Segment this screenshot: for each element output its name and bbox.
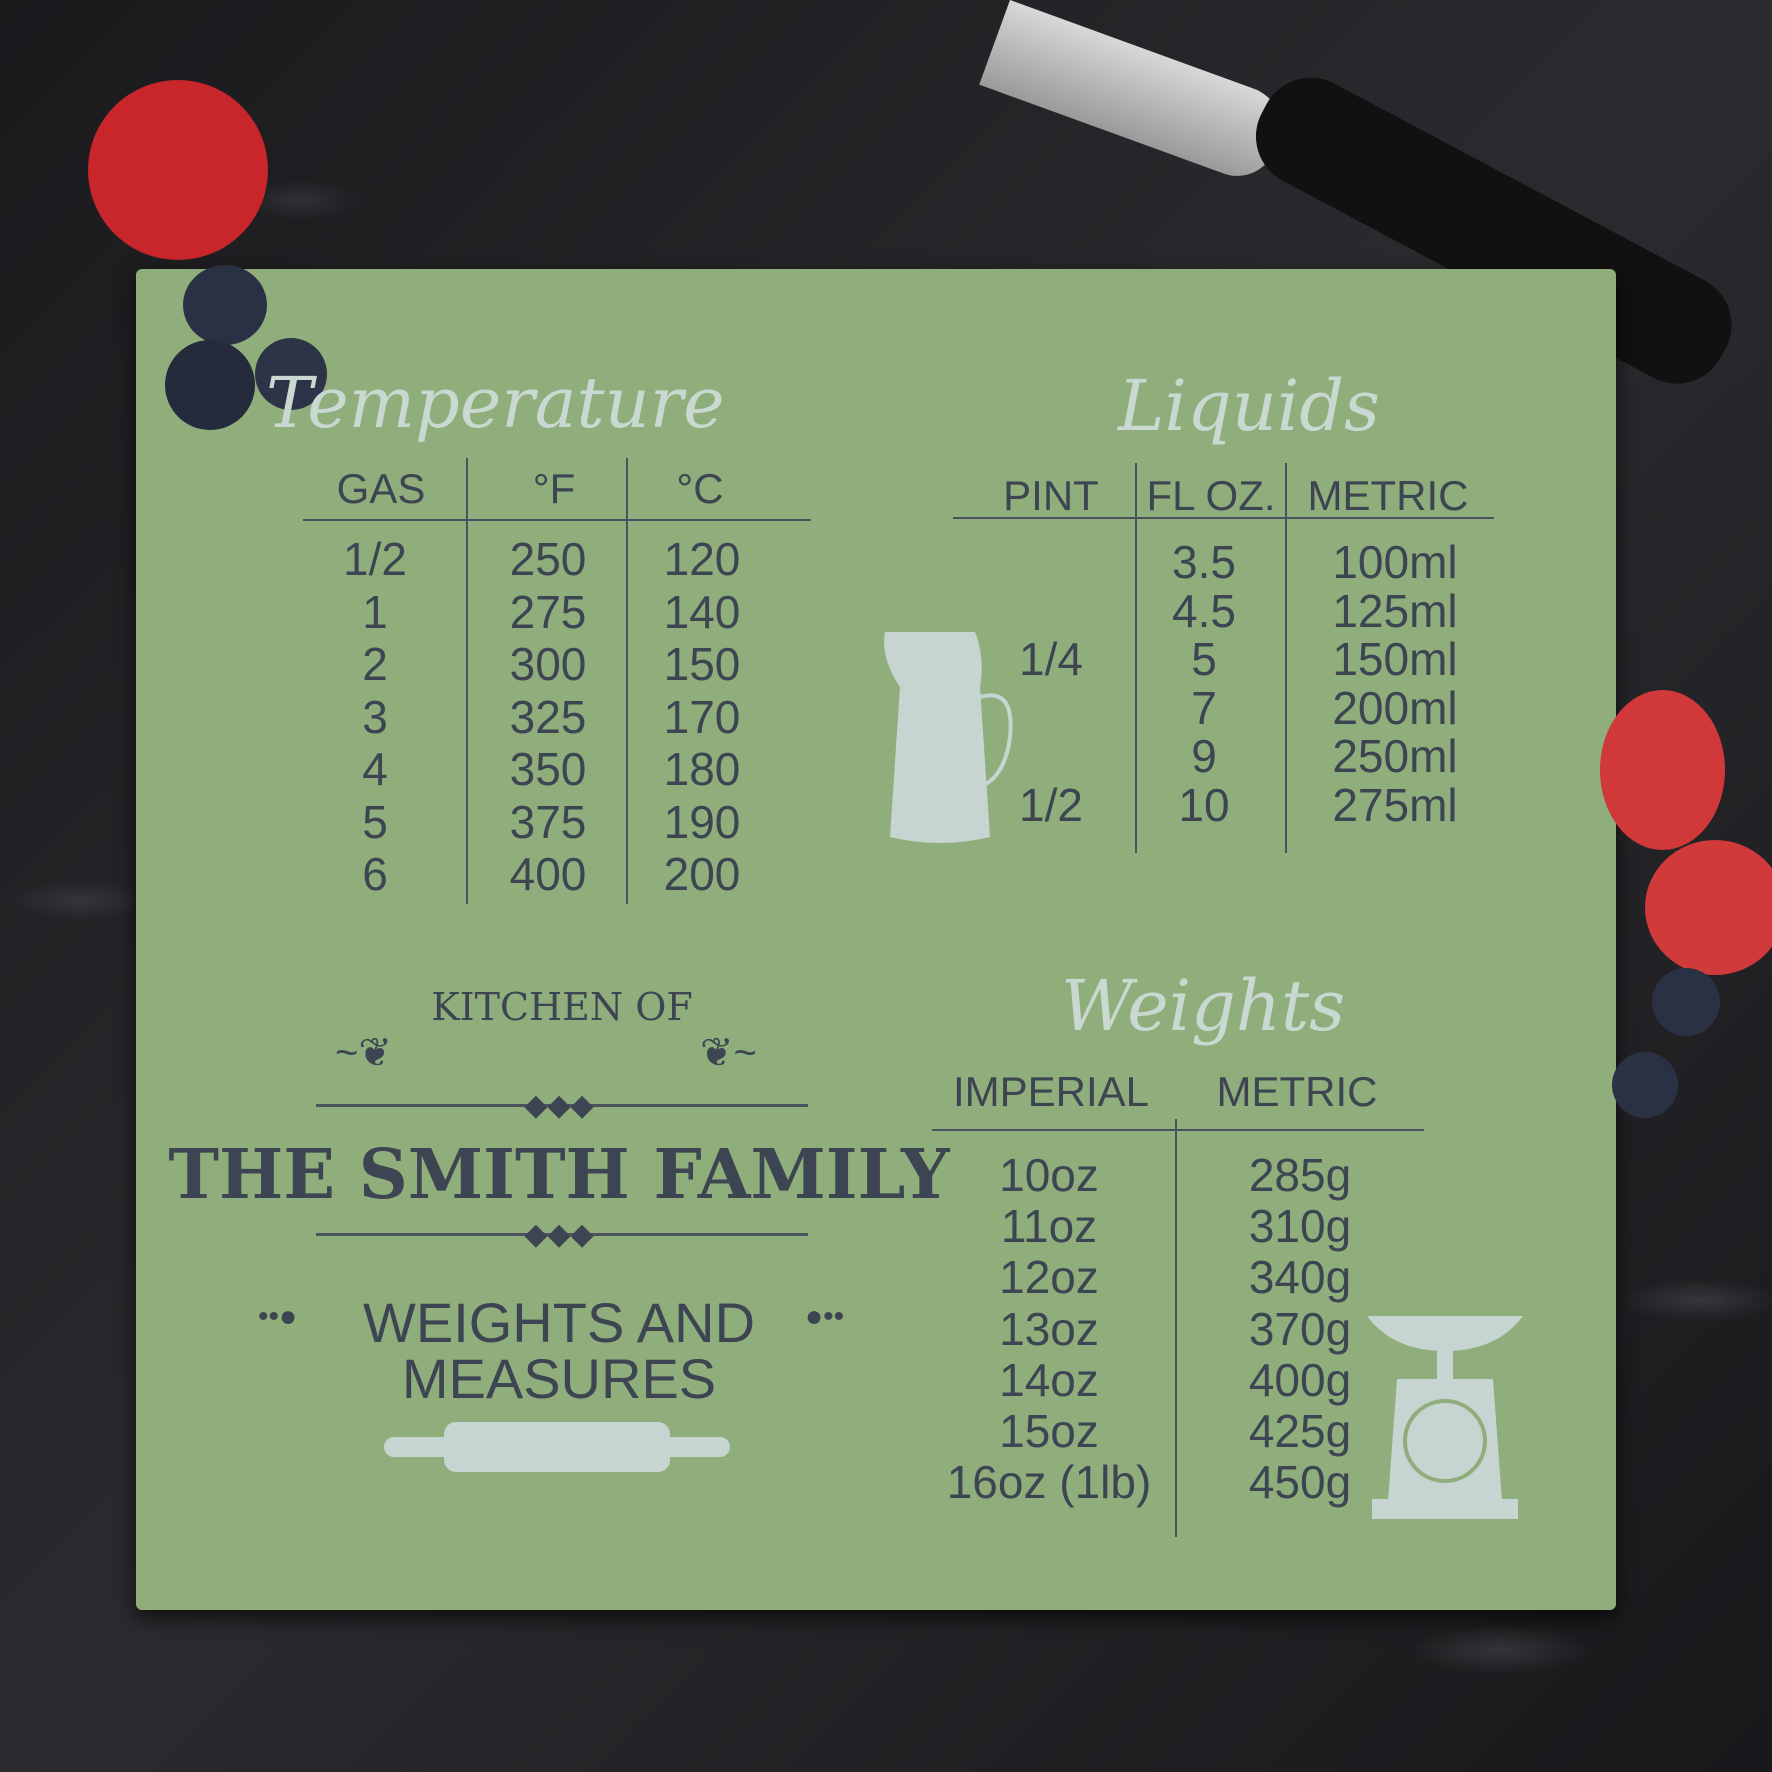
temperature-cell: 190 bbox=[663, 795, 741, 848]
liquids-cell: 200ml bbox=[1332, 681, 1458, 734]
temperature-cell: 2 bbox=[362, 638, 388, 690]
liquids-cell: 10 bbox=[1178, 779, 1230, 831]
wt-header-imperial: IMPERIAL bbox=[952, 1068, 1150, 1115]
temperature-cell: 300 bbox=[509, 638, 587, 690]
diamond-ornament-icon: ◆◆◆ bbox=[524, 1089, 594, 1122]
kitchen-of-label: KITCHEN OF bbox=[431, 985, 693, 1029]
temperature-cell: 325 bbox=[509, 690, 587, 743]
divider bbox=[303, 519, 811, 521]
weights-cell: 340g bbox=[1248, 1251, 1352, 1304]
flourish-left-icon: ~❦ bbox=[335, 1031, 392, 1075]
liquids-cell: 250ml bbox=[1332, 730, 1458, 783]
temperature-cell: 4 bbox=[362, 743, 388, 795]
temperature-cell: 170 bbox=[663, 690, 741, 743]
temperature-cell: 140 bbox=[663, 585, 741, 638]
kitchen-scale-icon bbox=[1367, 1316, 1523, 1519]
temperature-cell: 3 bbox=[362, 690, 388, 743]
temperature-cell: 200 bbox=[663, 848, 741, 900]
ornament-line bbox=[316, 1233, 808, 1236]
weights-cell: 425g bbox=[1248, 1405, 1352, 1457]
liquids-cell: 150ml bbox=[1332, 633, 1458, 686]
divider bbox=[932, 1129, 1424, 1131]
weights-cell: 13oz bbox=[999, 1302, 1099, 1355]
temperature-title: Temperature bbox=[266, 362, 725, 444]
weights-cell: 285g bbox=[1248, 1149, 1352, 1201]
ornament-line bbox=[316, 1104, 808, 1107]
weights-cell: 15oz bbox=[999, 1405, 1099, 1457]
temperature-cell: 150 bbox=[663, 638, 741, 690]
wt-header-metric: METRIC bbox=[1216, 1068, 1378, 1115]
temperature-cell: 250 bbox=[509, 533, 587, 585]
blueberry bbox=[1612, 1052, 1678, 1118]
temperature-cell: 1 bbox=[362, 585, 388, 638]
liquids-title: Liquids bbox=[1118, 365, 1380, 447]
subtitle-line1: WEIGHTS AND bbox=[362, 1291, 756, 1354]
liquids-cell: 3.5 bbox=[1172, 536, 1236, 588]
liquids-cell: 100ml bbox=[1332, 536, 1458, 588]
weights-cell: 370g bbox=[1248, 1302, 1352, 1355]
temperature-cell: 120 bbox=[663, 533, 741, 585]
weights-cell: 12oz bbox=[999, 1251, 1099, 1304]
divider bbox=[1175, 1119, 1177, 1537]
liquids-cell: 5 bbox=[1191, 633, 1217, 686]
divider bbox=[953, 517, 1494, 519]
liq-header-metric: METRIC bbox=[1307, 472, 1469, 519]
blueberry bbox=[165, 340, 255, 430]
divider bbox=[466, 458, 468, 904]
divider bbox=[1285, 463, 1287, 853]
strawberry bbox=[1645, 840, 1772, 975]
temperature-cell: 180 bbox=[663, 743, 741, 795]
temperature-cell: 5 bbox=[362, 795, 388, 848]
liq-header-floz: FL OZ. bbox=[1146, 472, 1276, 519]
liquids-cell: 7 bbox=[1191, 681, 1217, 734]
weights-cell: 400g bbox=[1248, 1353, 1352, 1406]
divider bbox=[1135, 463, 1137, 853]
temp-header-c: °C bbox=[676, 465, 724, 512]
strawberry bbox=[88, 80, 268, 260]
weights-cell: 10oz bbox=[999, 1149, 1099, 1201]
temperature-cell: 350 bbox=[509, 743, 587, 795]
weights-cell: 16oz (1lb) bbox=[946, 1456, 1152, 1509]
diamond-ornament-icon: ◆◆◆ bbox=[524, 1218, 594, 1251]
liquids-cell: 4.5 bbox=[1172, 584, 1236, 637]
blueberry bbox=[1652, 968, 1720, 1036]
flourish-right-icon: ❦~ bbox=[700, 1031, 757, 1075]
blueberry bbox=[183, 265, 267, 345]
jug-icon bbox=[884, 632, 1013, 843]
divider bbox=[626, 458, 628, 904]
temperature-cell: 275 bbox=[509, 585, 587, 638]
liquids-cell: 125ml bbox=[1332, 584, 1458, 637]
weights-title: Weights bbox=[1061, 965, 1345, 1047]
weights-cell: 450g bbox=[1248, 1456, 1352, 1509]
temperature-cell: 6 bbox=[362, 848, 388, 900]
blueberry bbox=[255, 338, 327, 410]
temperature-cell: 375 bbox=[509, 795, 587, 848]
weights-cell: 14oz bbox=[999, 1353, 1099, 1406]
temp-header-gas: GAS bbox=[336, 465, 426, 512]
liquids-cell: 275ml bbox=[1332, 779, 1458, 831]
chopping-board bbox=[136, 269, 1616, 1610]
liquids-cell: 1/2 bbox=[1019, 779, 1083, 831]
dots-icon: ••● bbox=[258, 1300, 298, 1333]
liquids-cell: 1/4 bbox=[1019, 633, 1083, 686]
temp-header-f: °F bbox=[532, 465, 576, 512]
dots-icon: ●•• bbox=[805, 1300, 845, 1333]
temperature-cell: 400 bbox=[509, 848, 587, 900]
temperature-cell: 1/2 bbox=[343, 533, 407, 585]
liq-header-pint: PINT bbox=[1003, 472, 1099, 519]
rolling-pin-icon bbox=[384, 1422, 730, 1472]
family-name: THE SMITH FAMILY bbox=[168, 1135, 950, 1215]
weights-cell: 310g bbox=[1248, 1200, 1352, 1253]
strawberry bbox=[1600, 690, 1725, 850]
liquids-cell: 9 bbox=[1191, 730, 1217, 783]
subtitle-line2: MEASURES bbox=[401, 1347, 717, 1410]
weights-cell: 11oz bbox=[1000, 1200, 1098, 1253]
